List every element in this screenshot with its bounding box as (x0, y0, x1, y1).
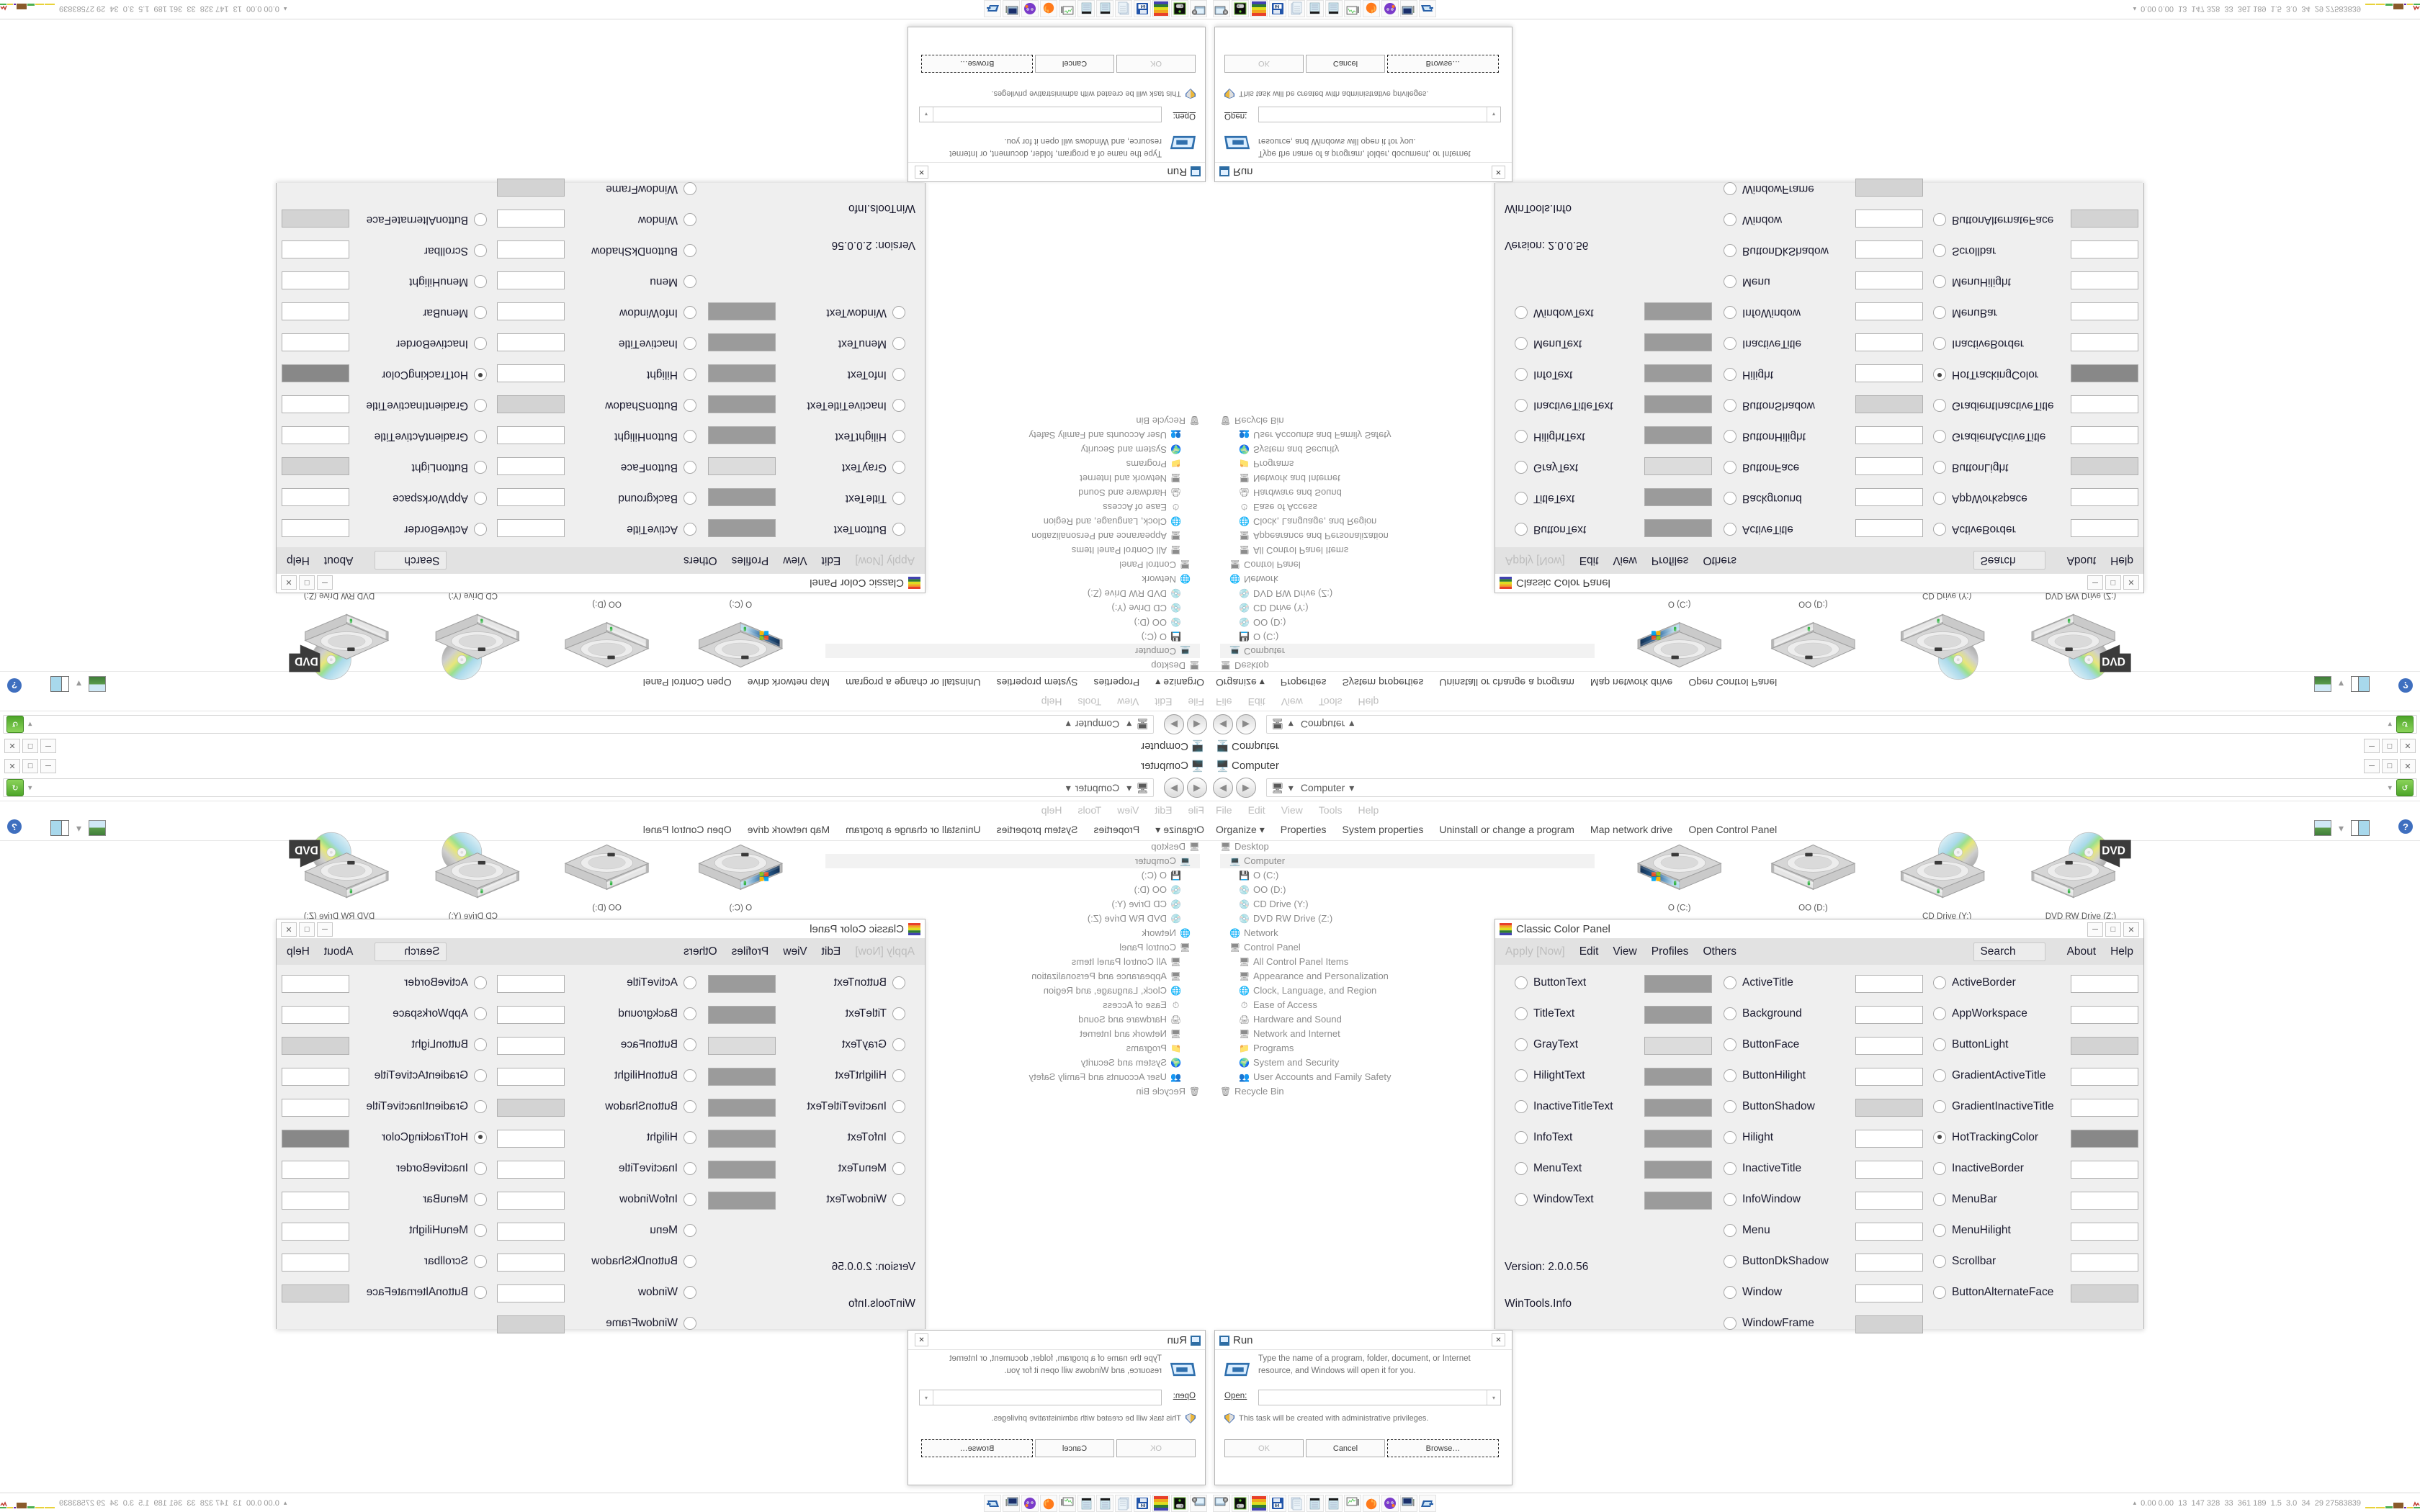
svg-text:DVD: DVD (295, 655, 319, 667)
svg-text:64: 64 (1275, 4, 1280, 9)
svg-text:64: 64 (1140, 4, 1145, 9)
svg-text:64: 64 (1140, 1504, 1145, 1508)
svg-text:64: 64 (1275, 1504, 1280, 1508)
svg-text:DVD: DVD (2102, 845, 2125, 857)
svg-text:DVD: DVD (295, 845, 319, 857)
svg-text:DVD: DVD (2102, 655, 2125, 667)
